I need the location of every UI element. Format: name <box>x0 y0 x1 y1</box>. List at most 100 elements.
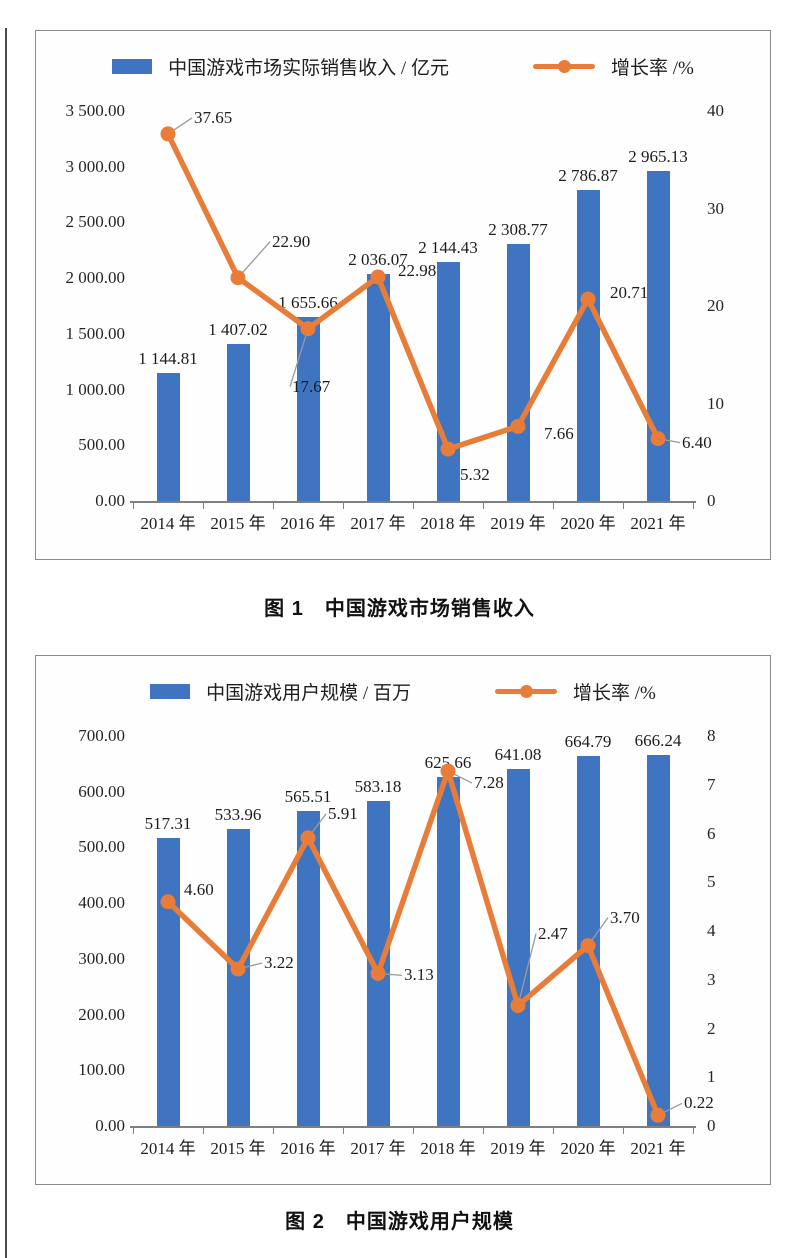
bar-value-label: 1 407.02 <box>208 320 268 340</box>
bar <box>366 274 390 501</box>
line-marker <box>510 418 526 434</box>
line-value-label: 37.65 <box>194 107 233 127</box>
x-axis-category-label: 2020 年 <box>560 1139 616 1158</box>
line-marker <box>370 269 386 285</box>
line-marker <box>650 431 666 447</box>
bar-value-label: 583.18 <box>354 777 402 797</box>
left-axis-tick-label: 600.00 <box>78 781 125 801</box>
x-axis-line <box>130 501 696 503</box>
x-axis-tick <box>273 1128 274 1134</box>
bar-value-label: 641.08 <box>494 744 542 764</box>
left-axis-tick-label: 200.00 <box>78 1004 125 1024</box>
left-axis-tick-label: 0.00 <box>95 491 125 510</box>
x-axis-category-label: 2015 年 <box>210 514 266 533</box>
right-axis-tick-label: 3 <box>707 969 716 989</box>
page-left-rule <box>5 28 7 1258</box>
bar-value-label: 625.66 <box>424 753 472 773</box>
line-value-label: 3.13 <box>404 965 434 985</box>
line-marker <box>580 938 596 954</box>
line-value-label: 22.90 <box>272 231 311 251</box>
right-axis-tick-label: 8 <box>707 726 716 745</box>
figure-1-chart-panel: 中国游戏市场实际销售收入 / 亿元 增长率 /% 3 500.00 3 000.0… <box>35 30 771 560</box>
line-marker <box>230 961 246 977</box>
x-axis-tick <box>133 503 134 509</box>
x-axis-tick <box>203 1128 204 1134</box>
line-marker <box>650 1107 666 1123</box>
line-series-legend-swatch <box>494 684 557 699</box>
left-axis-tick-label: 3 000.00 <box>65 156 126 176</box>
right-axis-tick-label: 0 <box>707 1116 716 1135</box>
x-axis-category-label: 2019 年 <box>490 514 546 533</box>
bar-value-label: 1 144.81 <box>138 349 198 369</box>
line-value-label: 22.98 <box>398 260 437 280</box>
x-axis-tick <box>483 503 484 509</box>
right-axis-tick-label: 0 <box>707 491 716 510</box>
bar-value-label: 565.51 <box>284 786 332 806</box>
bar <box>296 810 320 1126</box>
line-marker <box>440 441 456 457</box>
right-axis-tick-label: 7 <box>707 774 716 794</box>
x-axis-category-label: 2021 年 <box>630 514 686 533</box>
x-axis-category-label: 2017 年 <box>350 514 406 533</box>
bar-series-legend-swatch <box>112 59 153 74</box>
left-axis-tick-label: 300.00 <box>78 948 125 968</box>
x-axis-tick <box>413 503 414 509</box>
bar-value-label: 1 655.66 <box>278 292 338 312</box>
x-axis-category-label: 2014 年 <box>140 514 196 533</box>
line-value-label: 7.66 <box>544 424 574 444</box>
figure-2-legend: 中国游戏用户规模 / 百万 增长率 /% <box>36 678 770 705</box>
bar-value-label: 2 786.87 <box>558 166 618 186</box>
line-marker <box>440 763 456 779</box>
line-value-label: 2.47 <box>538 923 568 943</box>
line-value-label: 5.32 <box>460 465 490 485</box>
x-axis-category-label: 2018 年 <box>420 514 476 533</box>
x-axis-category-label: 2015 年 <box>210 1139 266 1158</box>
bar <box>646 754 670 1126</box>
left-axis-tick-label: 700.00 <box>78 726 125 745</box>
line-marker <box>300 321 316 337</box>
line-series-legend-label: 增长率 /% <box>610 58 694 79</box>
line-value-label: 5.91 <box>328 803 358 823</box>
line-value-label: 6.40 <box>682 432 712 452</box>
bar-value-label: 517.31 <box>144 813 192 833</box>
line-value-label: 0.22 <box>684 1093 714 1113</box>
left-axis-tick-label: 100.00 <box>78 1060 125 1080</box>
bar <box>226 344 250 501</box>
x-axis-tick <box>623 503 624 509</box>
bar <box>576 190 600 501</box>
growth-rate-line-layer <box>160 763 683 1123</box>
x-axis-category-label: 2016 年 <box>280 514 336 533</box>
x-axis-tick <box>343 503 344 509</box>
x-axis-category-label: 2018 年 <box>420 1139 476 1158</box>
line-value-label: 4.60 <box>184 879 214 899</box>
bar <box>646 170 670 501</box>
left-axis-tick-label: 2 500.00 <box>65 212 126 232</box>
x-axis-tick <box>553 1128 554 1134</box>
figure-2-caption: 图 2 中国游戏用户规模 <box>285 1211 514 1233</box>
bar-series-legend-label: 中国游戏用户规模 / 百万 <box>206 683 411 704</box>
line-marker <box>230 270 246 286</box>
x-axis-tick <box>203 503 204 509</box>
right-axis-tick-label: 2 <box>707 1018 716 1038</box>
bar-value-label: 2 036.07 <box>348 250 408 270</box>
line-series-legend-swatch <box>532 59 595 74</box>
figure-1-caption: 图 1 中国游戏市场销售收入 <box>264 598 535 620</box>
bar <box>506 243 530 501</box>
right-axis-tick-label: 40 <box>707 101 724 120</box>
x-axis-tick <box>623 1128 624 1134</box>
bar <box>366 801 390 1126</box>
bar-value-label: 2 308.77 <box>488 219 548 239</box>
line-marker <box>510 998 526 1014</box>
line-value-label: 20.71 <box>610 283 649 303</box>
figure-2-plot-area: 700.00 600.00 500.00 400.00 300.00 200.00 100.… <box>78 726 715 1158</box>
x-axis-category-label: 2014 年 <box>140 1139 196 1158</box>
x-axis-line <box>130 1126 696 1128</box>
x-axis-tick <box>693 503 694 509</box>
x-axis-category-label: 2016 年 <box>280 1139 336 1158</box>
bar-value-label: 664.79 <box>564 731 612 751</box>
left-axis-tick-label: 1 000.00 <box>65 379 126 399</box>
line-marker <box>160 126 176 142</box>
bar-value-label: 2 144.43 <box>418 238 478 258</box>
growth-rate-line <box>165 132 661 452</box>
line-value-label: 17.67 <box>292 376 331 396</box>
